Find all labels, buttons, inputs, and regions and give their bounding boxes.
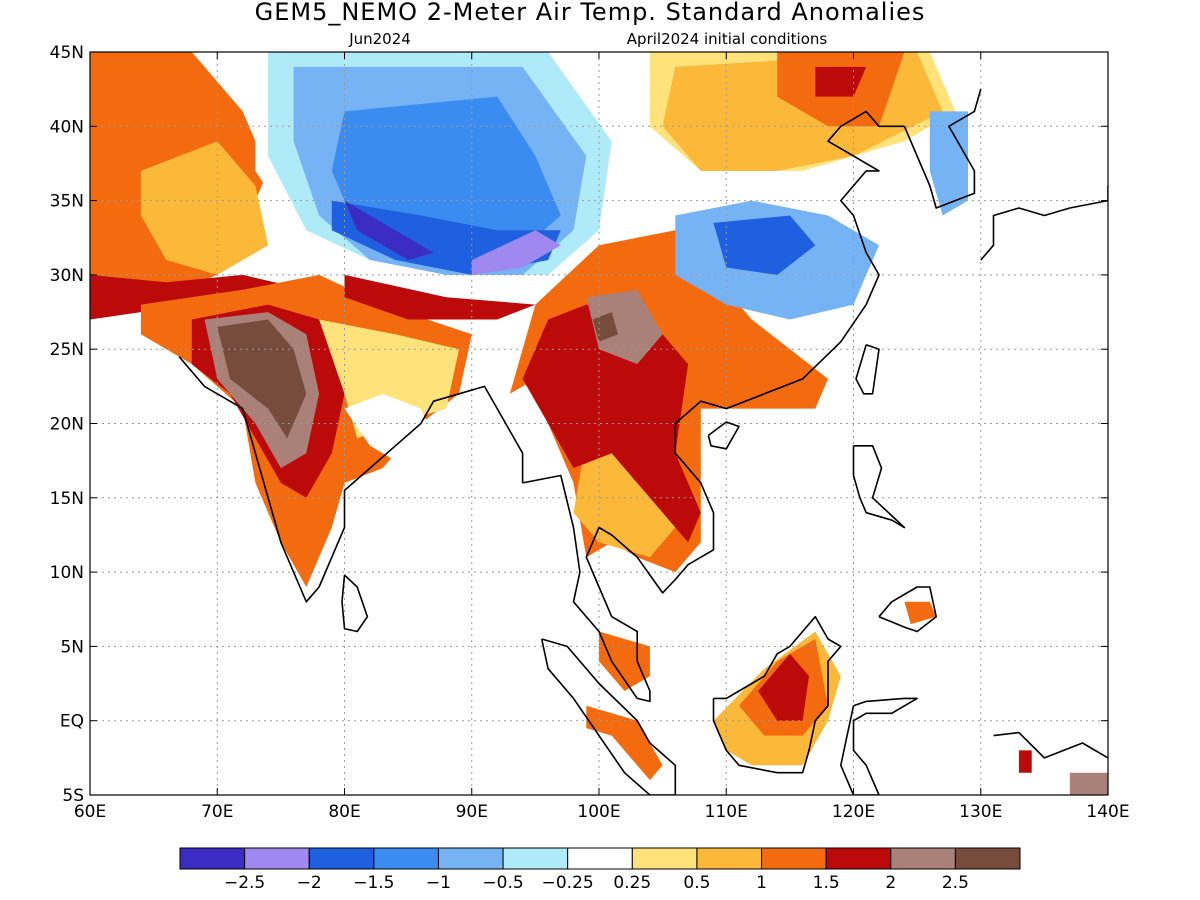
colorbar-swatch xyxy=(373,847,439,870)
anomaly-region-borneo-very-warm xyxy=(758,653,809,721)
lat-tick-label: EQ xyxy=(60,712,84,732)
colorbar-label: −0.5 xyxy=(482,873,523,893)
colorbar-label: 2 xyxy=(885,873,896,893)
map-plot-area xyxy=(90,52,1108,795)
colorbar-label: 0.5 xyxy=(683,873,710,893)
colorbar-label: −2.5 xyxy=(224,873,265,893)
lon-tick-label: 130E xyxy=(959,802,1002,822)
colorbar-swatch xyxy=(244,847,310,870)
colorbar-swatch xyxy=(631,847,698,870)
colorbar-swatch xyxy=(567,847,633,870)
coastline-japan-coast xyxy=(980,185,1108,261)
coastline-hainan-coast xyxy=(707,421,740,450)
coastline-mindanao-coast xyxy=(878,586,938,633)
colorbar-swatch xyxy=(954,847,1021,870)
lon-tick-label: 100E xyxy=(577,802,620,822)
colorbar-label: 1 xyxy=(756,873,767,893)
colorbar-swatch xyxy=(761,847,827,870)
longitude-axis: 60E 70E 80E 90E 100E 110E 120E 130E 140E xyxy=(74,52,1130,822)
colorbar-swatch xyxy=(502,847,569,870)
lon-tick-label: 70E xyxy=(201,802,233,822)
lon-tick-label: 120E xyxy=(832,802,875,822)
anomaly-region-west-india-maximum xyxy=(217,319,307,439)
colorbar-label: −0.25 xyxy=(542,873,594,893)
forecast-month: Jun2024 xyxy=(348,30,411,48)
coastline-new-guinea-coast xyxy=(993,731,1108,759)
anomaly-region-new-guinea-extreme xyxy=(1069,772,1108,795)
colorbar-swatch xyxy=(437,847,504,870)
colorbar-label: 1.5 xyxy=(813,873,840,893)
colorbar-legend: −2.5 −2 −1.5 −1 −0.5 −0.25 0.25 0.5 1 1.5 2 2.5 xyxy=(179,847,1021,893)
anomaly-region-tibet-coldest-east xyxy=(471,230,561,275)
anomaly-shading xyxy=(90,52,1108,795)
anomaly-region-himalaya-very-warm xyxy=(344,274,536,320)
colorbar-label: 0.25 xyxy=(613,873,651,893)
map-gridlines xyxy=(90,52,1108,795)
coastline-sri-lanka-coast xyxy=(341,574,369,633)
colorbar-swatch xyxy=(890,847,956,870)
anomaly-region-mainland-se-very-warm xyxy=(522,304,701,543)
coastline-taiwan-coast xyxy=(855,343,880,395)
colorbar-swatch xyxy=(308,847,375,870)
lon-tick-label: 80E xyxy=(328,802,360,822)
latitude-axis: 45N 40N 35N 30N 25N 20N 15N 10N 5N EQ 5S xyxy=(50,43,1108,806)
colorbar-swatch xyxy=(825,847,892,870)
lat-tick-label: 5N xyxy=(60,637,84,657)
colorbar-label: −1.5 xyxy=(353,873,394,893)
lon-tick-label: 140E xyxy=(1086,802,1129,822)
colorbar-label: 2.5 xyxy=(942,873,969,893)
coastline-india-coast xyxy=(178,356,524,603)
lon-tick-label: 110E xyxy=(705,802,748,822)
lat-tick-label: 25N xyxy=(50,340,84,360)
map-title: GEM5_NEMO 2-Meter Air Temp. Standard Ano… xyxy=(255,0,926,26)
coastline-sumatra-coast xyxy=(540,638,677,795)
coastline-indochina-coast xyxy=(522,110,905,703)
lat-tick-label: 40N xyxy=(50,117,84,137)
lon-tick-label: 60E xyxy=(74,802,106,822)
colorbar-label: −2 xyxy=(297,873,322,893)
anomaly-region-sumatra-warm xyxy=(586,705,663,781)
lat-tick-label: 30N xyxy=(50,266,84,286)
anomaly-region-tibet-coldest-west xyxy=(344,200,434,260)
coastline-luzon-coast xyxy=(852,444,906,529)
lat-tick-label: 20N xyxy=(50,415,84,435)
anomaly-region-india-east-neutral xyxy=(344,393,434,461)
lat-tick-label: 10N xyxy=(50,563,84,583)
lat-tick-label: 5S xyxy=(62,786,84,806)
anomaly-region-pakistan-warm-moderate xyxy=(140,141,269,275)
coastline-borneo-coast xyxy=(712,615,842,774)
colorbar-swatch xyxy=(696,847,763,870)
anomaly-region-east-china-cooler xyxy=(713,215,816,275)
anomaly-region-korea-cool xyxy=(929,111,968,216)
anomaly-region-new-guinea-very-warm xyxy=(1018,750,1032,773)
lat-tick-label: 45N xyxy=(50,43,84,63)
colorbar-label: −1 xyxy=(426,873,451,893)
lat-tick-label: 35N xyxy=(50,192,84,212)
coastline-korea-coast xyxy=(903,88,982,209)
anomaly-region-yunnan-extreme xyxy=(586,289,663,365)
lon-tick-label: 90E xyxy=(456,802,488,822)
lat-tick-label: 15N xyxy=(50,489,84,509)
anomaly-region-mindanao-warm xyxy=(904,601,937,625)
coastline-sulawesi-coast xyxy=(839,697,918,795)
coastline-outlines xyxy=(178,88,1108,795)
colorbar-swatch xyxy=(179,847,246,870)
initial-conditions-label: April2024 initial conditions xyxy=(627,30,828,48)
